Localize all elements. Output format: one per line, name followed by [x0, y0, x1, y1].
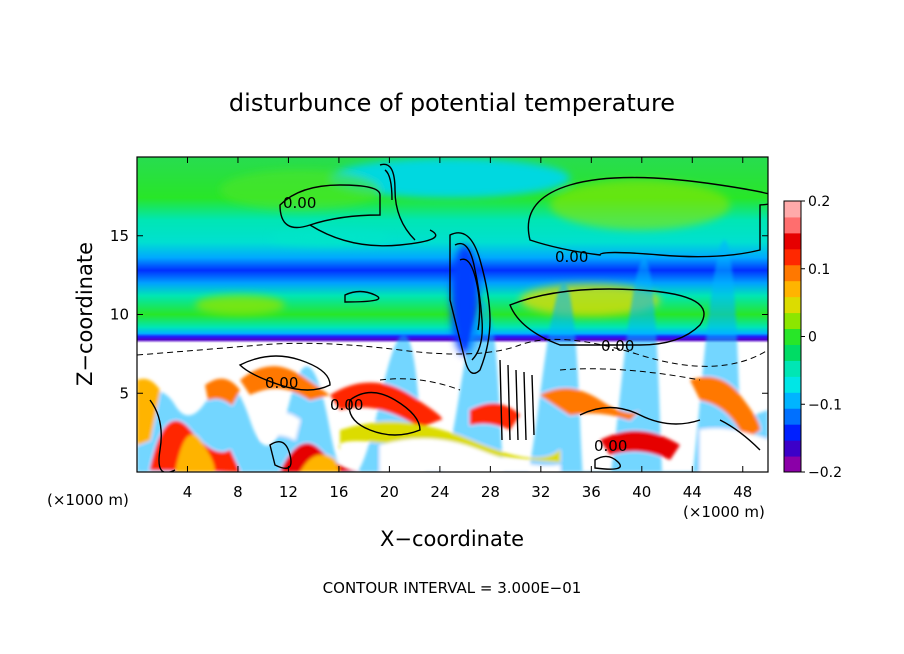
colorbar-swatch	[784, 264, 801, 282]
contour-label: 0.00	[283, 194, 316, 212]
colorbar-swatch	[784, 424, 801, 441]
colorbar-swatch	[784, 201, 801, 218]
cyan-patch-mid	[270, 230, 390, 246]
contour-label: 0.00	[594, 437, 627, 455]
x-tick-label: 44	[683, 483, 702, 501]
x-tick-label: 4	[183, 483, 193, 501]
contour-label: 0.00	[601, 337, 634, 355]
x-unit-right: (×1000 m)	[683, 503, 765, 521]
colorbar-swatch	[784, 232, 801, 250]
colorbar-swatch	[784, 328, 801, 345]
x-tick-label: 12	[279, 483, 298, 501]
contour-labels: 0.00 0.00 0.00 0.00 0.00 0.00	[265, 194, 634, 455]
contour-label: 0.00	[330, 396, 363, 414]
colorbar-swatch	[784, 360, 801, 377]
y-tick-label: 10	[110, 306, 129, 324]
x-axis: 4 8 12 16 20 24 28 32 36 40 44 48	[183, 157, 752, 501]
x-tick-label: 40	[632, 483, 651, 501]
colorbar-labels: 0.2 0.1 0 −0.1 −0.2	[801, 194, 842, 481]
y-axis: 5 10 15	[110, 227, 768, 402]
colorbar-swatch	[784, 280, 801, 298]
footer-contour-interval: CONTOUR INTERVAL = 3.000E−01	[323, 579, 582, 597]
colorbar-tick-label: −0.1	[808, 397, 842, 413]
turbulent-layer	[137, 240, 768, 472]
colorbar-tick-label: −0.2	[808, 465, 842, 481]
colorbar-swatch	[784, 216, 801, 234]
colorbar-tick-label: 0.2	[808, 194, 830, 210]
green-patch-top-left	[220, 170, 380, 210]
y-axis-label: Z−coordinate	[73, 242, 97, 386]
colorbar-swatch	[784, 312, 801, 330]
colorbar-swatch	[784, 408, 801, 425]
x-axis-label: X−coordinate	[380, 527, 524, 551]
x-tick-label: 24	[430, 483, 449, 501]
y-tick-label: 15	[110, 227, 129, 245]
x-tick-label: 28	[481, 483, 500, 501]
colorbar	[783, 200, 802, 473]
contour-label: 0.00	[555, 248, 588, 266]
heatmap-field	[137, 157, 768, 472]
x-tick-label: 48	[733, 483, 752, 501]
yellow-patch-2	[195, 295, 285, 315]
x-tick-label: 36	[582, 483, 601, 501]
colorbar-swatch	[784, 344, 801, 361]
colorbar-swatch	[784, 456, 801, 473]
x-tick-label: 32	[531, 483, 550, 501]
green-patch-top-right	[550, 180, 730, 230]
contour-label: 0.00	[265, 374, 298, 392]
x-tick-label: 8	[233, 483, 243, 501]
colorbar-swatch	[784, 376, 801, 393]
colorbar-swatch	[784, 248, 801, 266]
chart-title: disturbunce of potential temperature	[229, 89, 675, 117]
y-tick-label: 5	[119, 384, 129, 402]
colorbar-swatch	[784, 296, 801, 314]
x-tick-label: 20	[380, 483, 399, 501]
x-tick-label: 16	[329, 483, 348, 501]
x-unit-left: (×1000 m)	[47, 491, 129, 509]
colorbar-swatch	[784, 440, 801, 457]
colorbar-tick-label: 0	[808, 330, 817, 346]
colorbar-swatch	[784, 392, 801, 409]
colorbar-tick-label: 0.1	[808, 262, 830, 278]
contour-lines	[137, 163, 768, 472]
